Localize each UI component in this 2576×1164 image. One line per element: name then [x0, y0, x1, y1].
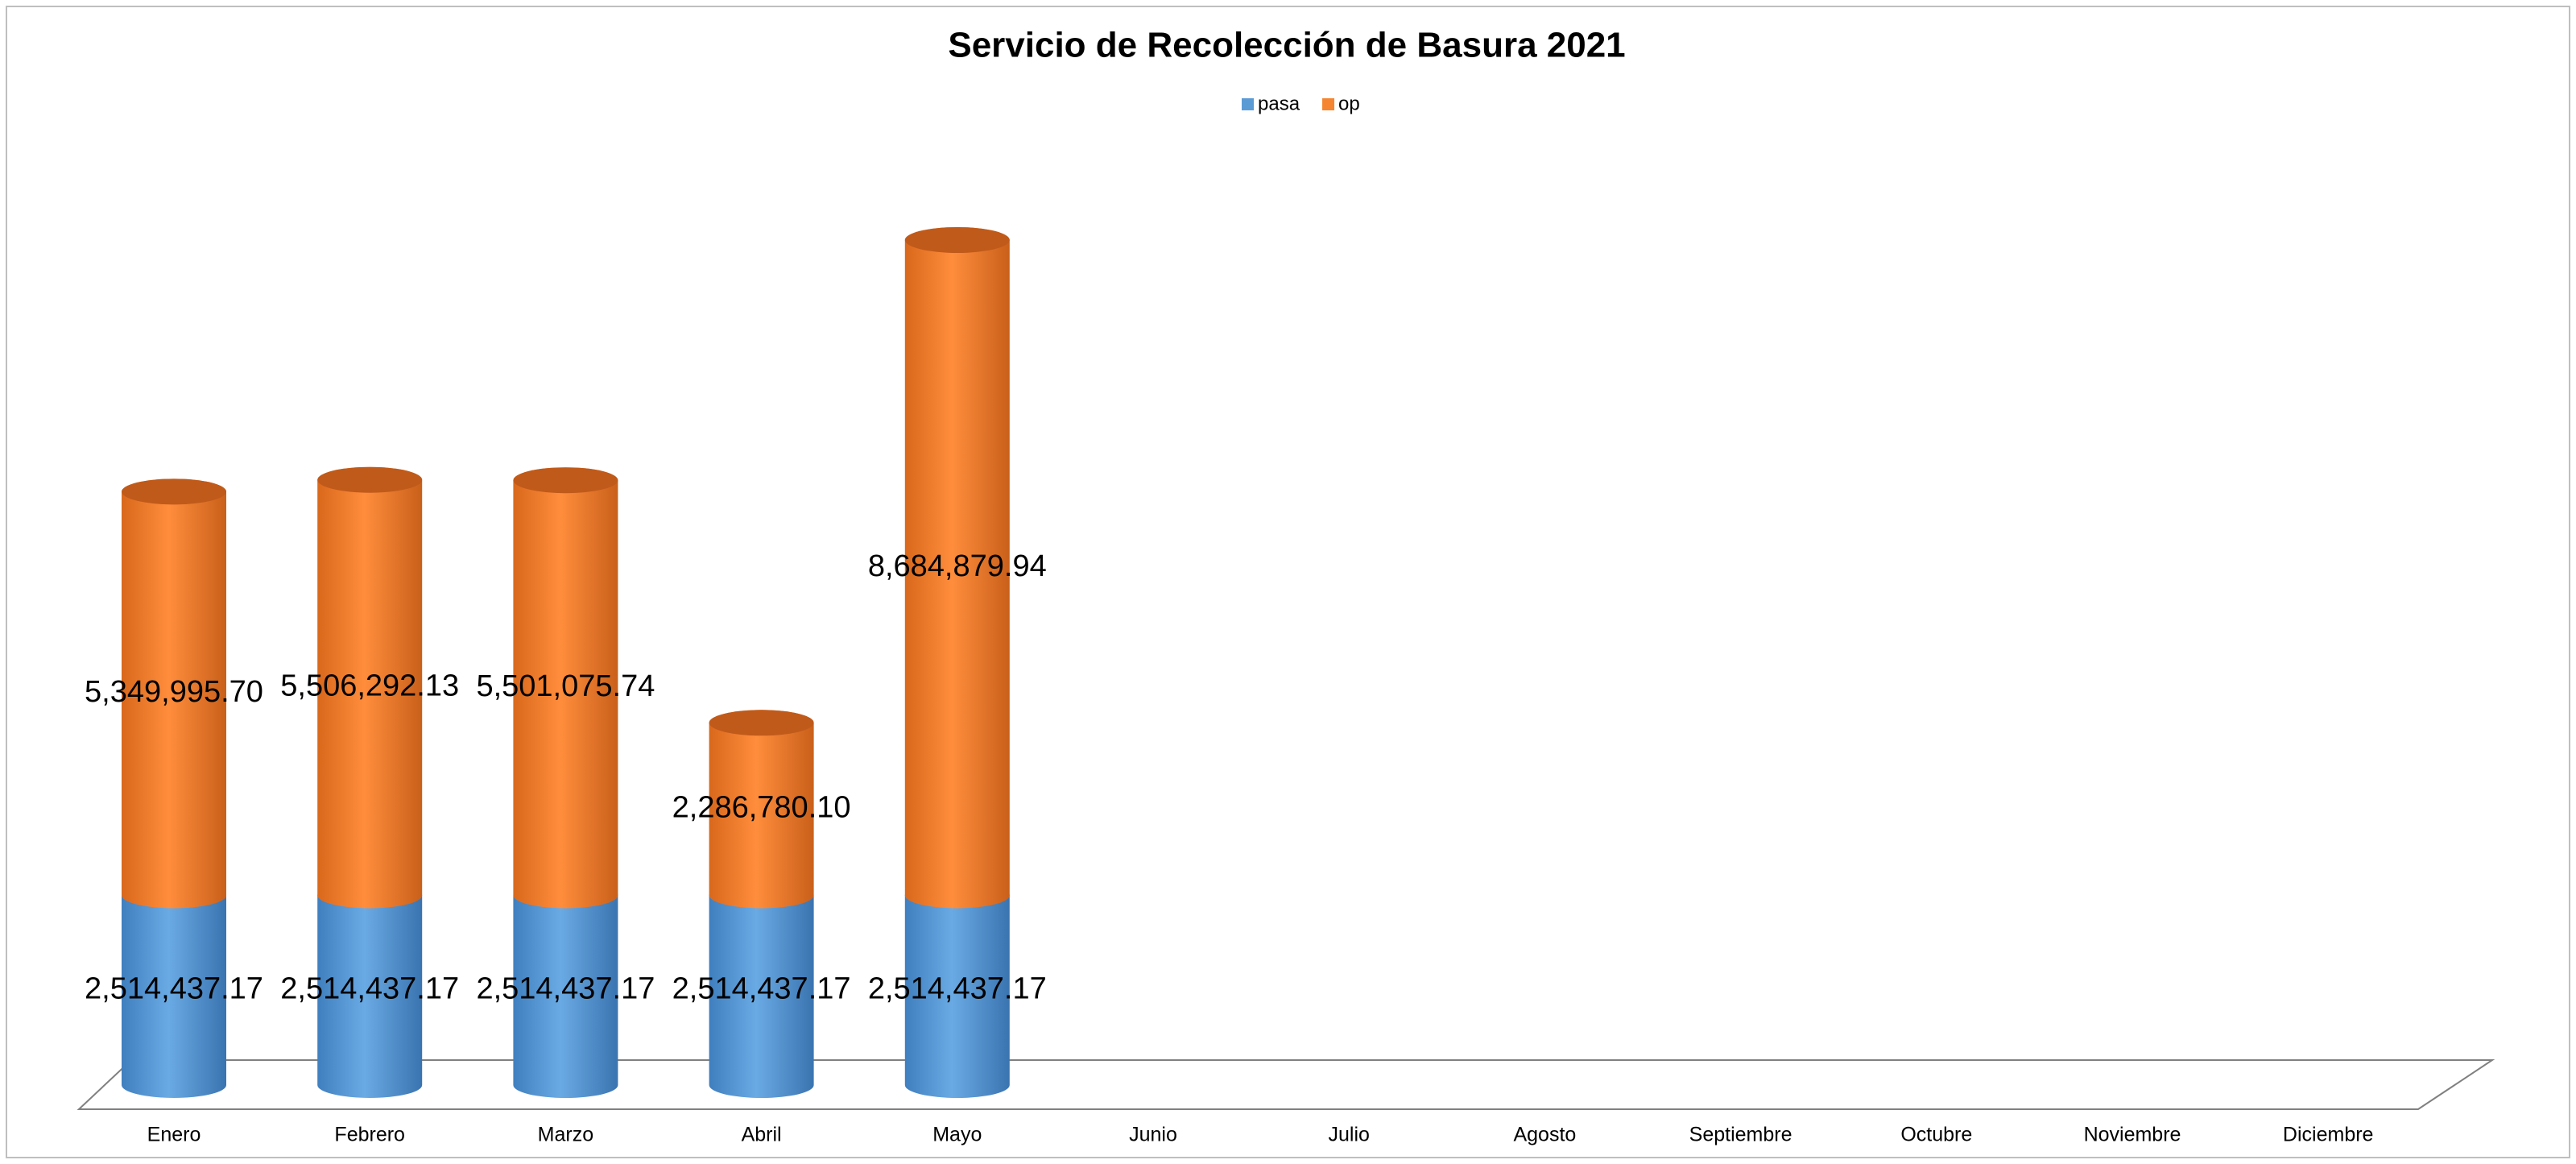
data-label: 8,684,879.94 [868, 549, 1047, 583]
x-tick-label: Agosto [1513, 1124, 1576, 1146]
data-label: 5,506,292.13 [280, 669, 459, 703]
data-label: 2,514,437.17 [280, 971, 459, 1005]
bar-segment [513, 467, 618, 909]
bar-top [904, 227, 1010, 253]
bar-top [513, 467, 618, 494]
bar-top [317, 466, 423, 493]
legend-label: op [1338, 93, 1360, 114]
chart-border [6, 6, 2570, 1158]
x-tick-label: Marzo [538, 1124, 593, 1146]
bar-segment [122, 478, 226, 909]
data-label: 2,286,780.10 [672, 790, 851, 824]
chart-title: Servicio de Recolección de Basura 2021 [948, 26, 1625, 65]
bar-segment [122, 882, 226, 1098]
data-label: 2,514,437.17 [868, 971, 1047, 1005]
bar-segment [709, 710, 814, 909]
x-tick-label: Enero [147, 1124, 201, 1146]
x-tick-label: Mayo [932, 1124, 982, 1146]
bar-segment [709, 882, 814, 1098]
bar-segment [513, 882, 618, 1098]
bar-top [709, 710, 814, 736]
legend-swatch [1242, 98, 1254, 110]
x-tick-label: Septiembre [1689, 1124, 1792, 1146]
data-label: 2,514,437.17 [672, 971, 851, 1005]
x-tick-label: Abril [742, 1124, 782, 1146]
data-label: 5,501,075.74 [476, 669, 655, 703]
bar-segment [904, 227, 1010, 909]
x-tick-label: Diciembre [2283, 1124, 2374, 1146]
x-tick-label: Octubre [1900, 1124, 1972, 1146]
bar-segment [317, 466, 423, 909]
legend-label: pasa [1258, 93, 1300, 114]
x-tick-label: Junio [1129, 1124, 1177, 1146]
data-label: 2,514,437.17 [85, 971, 263, 1005]
x-tick-label: Febrero [334, 1124, 405, 1146]
x-tick-label: Julio [1328, 1124, 1369, 1146]
x-tick-label: Noviembre [2084, 1124, 2181, 1146]
data-label: 5,349,995.70 [85, 675, 263, 709]
bar-segment [317, 882, 423, 1098]
legend-swatch [1322, 98, 1335, 110]
floor [76, 1059, 2495, 1110]
bar-segment [904, 882, 1010, 1098]
bar-top [122, 478, 226, 505]
data-label: 2,514,437.17 [476, 971, 655, 1005]
